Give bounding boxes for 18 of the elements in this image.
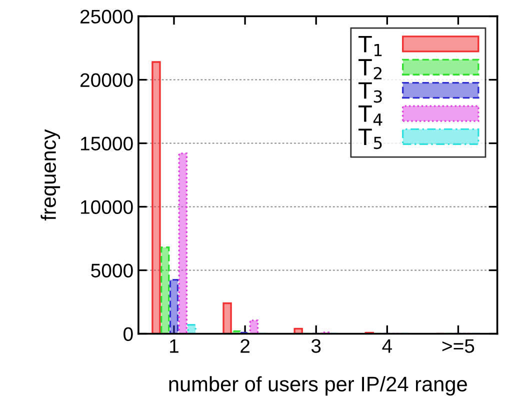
y-tick-label: 0 xyxy=(124,327,133,341)
legend-label: T$_{2}$ xyxy=(358,59,382,80)
x-tick-label: 2 xyxy=(240,339,250,353)
x-tick-label: 4 xyxy=(382,339,392,353)
x-tick-label: 3 xyxy=(311,339,321,353)
legend-label: T$_{3}$ xyxy=(358,82,382,103)
x-axis-title: number of users per IP/24 range xyxy=(169,376,467,396)
legend-label: T$_{1}$ xyxy=(358,36,382,56)
legend-label: T$_{4}$ xyxy=(358,106,382,126)
x-tick-label: 1 xyxy=(170,339,178,353)
y-tick-label: 5000 xyxy=(91,264,133,278)
y-axis-title: frequency xyxy=(40,129,60,220)
x-tick-label: >=5 xyxy=(442,339,474,353)
y-tick-label: 10000 xyxy=(81,200,133,214)
y-tick-label: 25000 xyxy=(80,10,133,24)
y-tick-label: 15000 xyxy=(81,136,133,150)
legend-label: T$_{5}$ xyxy=(358,128,382,150)
y-tick-label: 20000 xyxy=(80,73,133,88)
